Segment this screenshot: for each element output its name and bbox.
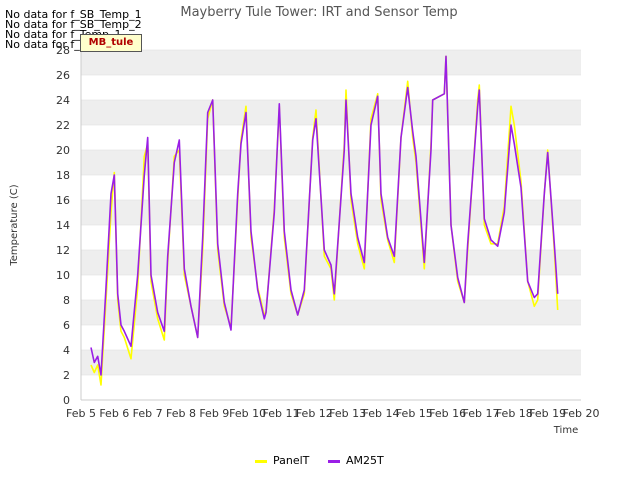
chart-title: Mayberry Tule Tower: IRT and Sensor Temp: [180, 5, 457, 20]
x-tick-label: Feb 5: [66, 407, 96, 420]
y-tick-label: 4: [63, 344, 70, 357]
y-tick-label: 2: [63, 369, 70, 382]
y-tick-label: 10: [56, 269, 70, 282]
series-line-am25t: [90, 55, 559, 376]
legend-label-am25t: AM25T: [346, 454, 384, 467]
x-tick-label: Feb 11: [263, 407, 300, 420]
no-data-message-3: No data for f_Temp_1: [5, 28, 122, 41]
x-tick-label: Feb 16: [429, 407, 466, 420]
y-tick-label: 12: [56, 244, 70, 257]
background-band: [81, 150, 581, 175]
gridlines: [81, 49, 581, 401]
series-line-panelt: [90, 55, 559, 386]
x-tick-label: Feb 7: [133, 407, 163, 420]
background-band: [81, 350, 581, 375]
no-data-message-1: No data for f_SB_Temp_1: [5, 8, 142, 21]
y-tick-label: 18: [56, 169, 70, 182]
x-tick-label: Feb 14: [363, 407, 400, 420]
site-tag: MB_tule: [80, 34, 142, 52]
legend-swatch-am25t: [328, 459, 340, 463]
no-data-message-2: No data for f_SB_Temp_2: [5, 18, 142, 31]
x-tick-label: Feb 13: [329, 407, 366, 420]
y-tick-label: 0: [63, 394, 70, 407]
legend-item-panelt: PanelT: [255, 454, 309, 467]
x-tick-label: Feb 10: [229, 407, 266, 420]
x-axis-label: Time: [553, 425, 578, 436]
y-tick-label: 16: [56, 194, 70, 207]
legend-swatch-panelt: [255, 459, 267, 463]
x-tick-label: Feb 15: [396, 407, 433, 420]
legend-item-am25t: AM25T: [328, 454, 384, 467]
x-tick-label: Feb 6: [99, 407, 129, 420]
y-tick-label: 28: [56, 44, 70, 57]
no-data-message-4: No data for f_Temp_2: [5, 38, 122, 51]
background-bands: [81, 50, 581, 375]
x-tick-label: Feb 18: [496, 407, 533, 420]
background-band: [81, 200, 581, 225]
x-tick-label: Feb 12: [296, 407, 333, 420]
series-layer: [90, 55, 559, 386]
y-tick-label: 22: [56, 119, 70, 132]
y-tick-label: 26: [56, 69, 70, 82]
x-tick-label: Feb 17: [463, 407, 500, 420]
y-tick-label: 14: [56, 219, 70, 232]
y-tick-label: 20: [56, 144, 70, 157]
y-tick-label: 24: [56, 94, 70, 107]
y-tick-label: 8: [63, 294, 70, 307]
x-tick-label: Feb 19: [529, 407, 566, 420]
background-band: [81, 100, 581, 125]
x-tick-label: Feb 9: [199, 407, 229, 420]
y-axis-label: Temperature (C): [9, 184, 20, 266]
y-tick-label: 6: [63, 319, 70, 332]
x-tick-label: Feb 8: [166, 407, 196, 420]
legend-label-panelt: PanelT: [273, 454, 310, 467]
background-band: [81, 50, 581, 75]
x-tick-label: Feb 20: [563, 407, 600, 420]
